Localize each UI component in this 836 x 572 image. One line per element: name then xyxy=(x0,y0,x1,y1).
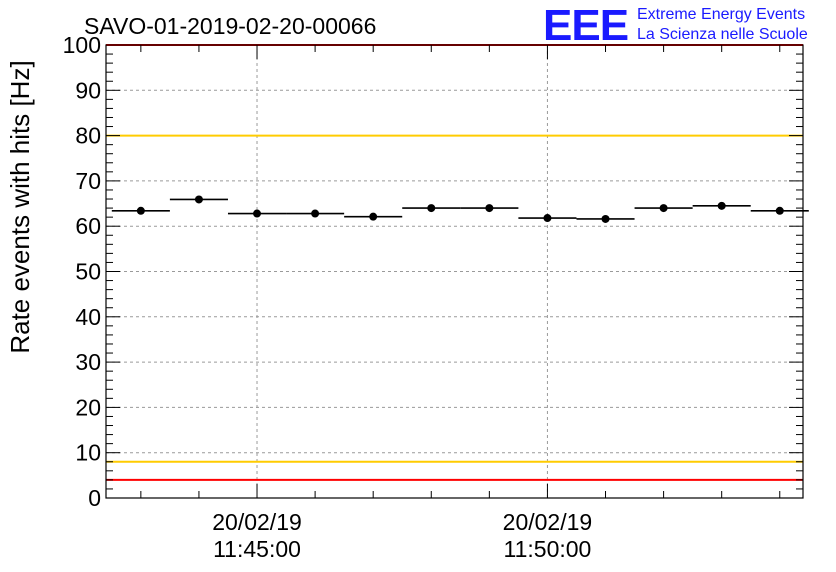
data-point xyxy=(136,206,145,215)
y-axis-label: Rate events with hits [Hz] xyxy=(5,60,35,353)
data-point xyxy=(659,204,668,213)
data-series xyxy=(111,195,809,223)
data-point xyxy=(253,209,262,218)
logo-line1: Extreme Energy Events xyxy=(637,6,805,23)
y-tick-label: 90 xyxy=(75,77,101,103)
eee-logo: EEE Extreme Energy Events La Scienza nel… xyxy=(543,1,808,50)
logo-line2: La Scienza nelle Scuole xyxy=(637,26,808,43)
y-tick-label: 40 xyxy=(75,304,101,330)
logo-mark: EEE xyxy=(543,1,628,50)
data-point xyxy=(543,214,552,223)
y-tick-label: 10 xyxy=(75,440,101,466)
y-tick-label: 30 xyxy=(75,349,101,375)
reference-lines xyxy=(106,44,803,481)
y-tick-label: 20 xyxy=(75,394,101,420)
grid xyxy=(106,45,803,498)
y-tick-label: 60 xyxy=(75,213,101,239)
x-tick-time: 11:50:00 xyxy=(504,536,592,562)
data-point xyxy=(369,212,378,221)
data-point xyxy=(311,209,320,218)
y-tick-labels: 0 10 20 30 40 50 60 70 80 90 100 xyxy=(63,32,101,511)
y-tick-label: 100 xyxy=(63,32,101,58)
x-tick-date: 20/02/19 xyxy=(212,509,302,535)
y-tick-label: 50 xyxy=(75,259,101,285)
axis-ticks xyxy=(106,44,803,499)
y-tick-label: 70 xyxy=(75,168,101,194)
data-point xyxy=(775,206,784,215)
chart-title: SAVO-01-2019-02-20-00066 xyxy=(84,13,376,39)
x-tick-date: 20/02/19 xyxy=(503,509,593,535)
y-tick-label: 80 xyxy=(75,123,101,149)
data-point xyxy=(194,195,203,204)
data-point xyxy=(601,214,610,223)
data-point xyxy=(717,201,726,210)
data-point xyxy=(427,204,436,213)
y-tick-label: 0 xyxy=(88,485,101,511)
data-point xyxy=(485,204,494,213)
x-tick-time: 11:45:00 xyxy=(213,536,301,562)
